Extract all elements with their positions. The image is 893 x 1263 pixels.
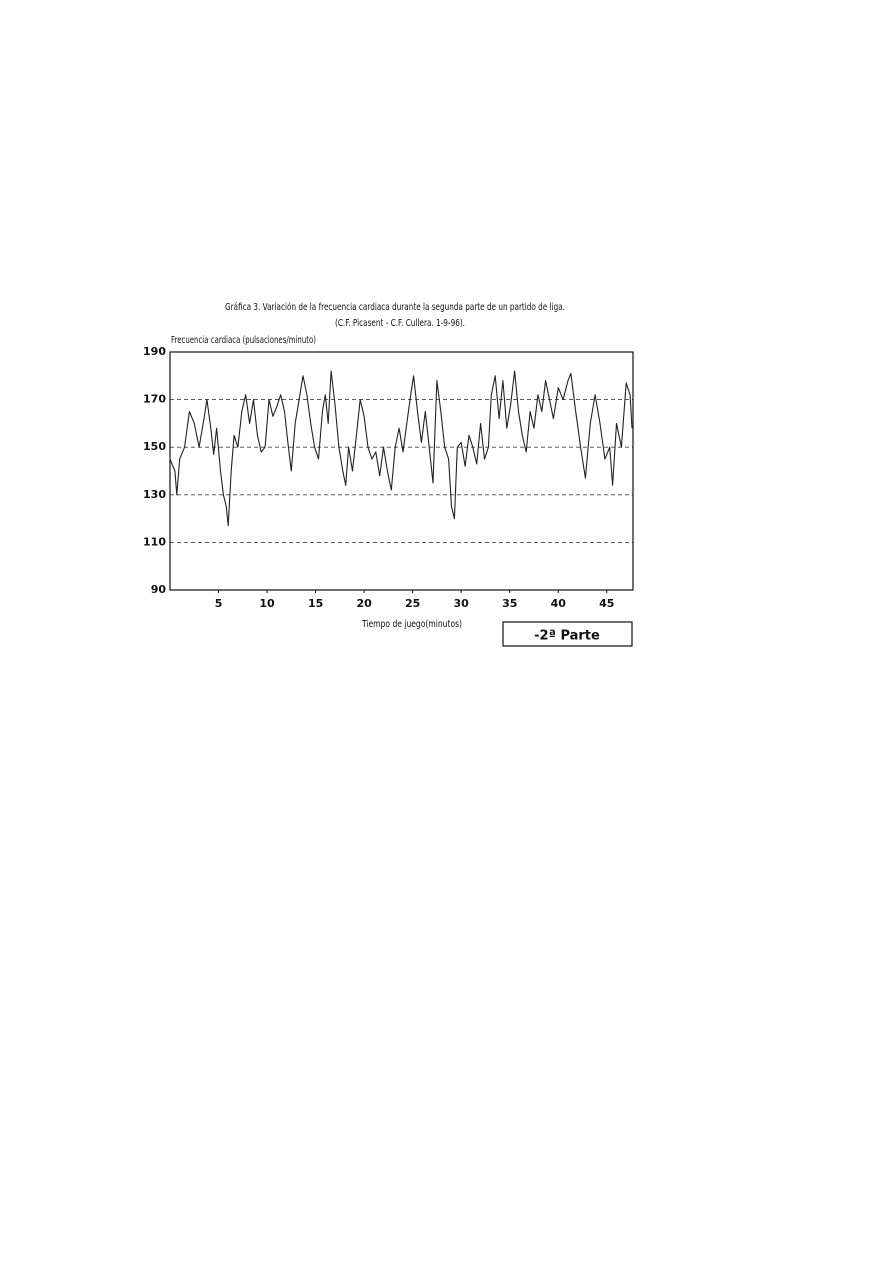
y-tick-label: 150	[143, 440, 166, 453]
plot-border	[169, 351, 634, 591]
x-tick-label: 40	[551, 597, 567, 610]
x-tick-label: 15	[308, 597, 323, 610]
x-axis-label: Tiempo de juego(minutos)	[361, 619, 462, 630]
y-tick-label: 170	[143, 393, 166, 406]
x-tick-label: 5	[215, 597, 223, 610]
annotation-box	[502, 621, 633, 647]
chart-title: Gráfica 3. Variación de la frecuencia ca…	[225, 301, 565, 313]
chart-subtitle: (C.F. Picasent - C.F. Cullera. 1-9-96).	[335, 318, 465, 329]
x-tick-label: 10	[259, 597, 275, 610]
heart-rate-line	[169, 370, 633, 527]
plot-area	[169, 351, 633, 591]
x-tick-label: 45	[599, 597, 614, 610]
y-tick-label: 110	[143, 535, 166, 548]
y-axis-label: Frecuencia cardiaca (pulsaciones/minuto)	[171, 335, 316, 346]
y-tick-label: 190	[143, 345, 166, 358]
y-tick-label: 90	[151, 583, 167, 596]
y-tick-label: 130	[143, 488, 166, 501]
x-tick-label: 25	[405, 597, 420, 610]
x-tick-label: 35	[502, 597, 517, 610]
x-tick-label: 20	[356, 597, 372, 610]
x-tick-label: 30	[454, 597, 470, 610]
annotation: -2ª Parte	[534, 629, 600, 644]
